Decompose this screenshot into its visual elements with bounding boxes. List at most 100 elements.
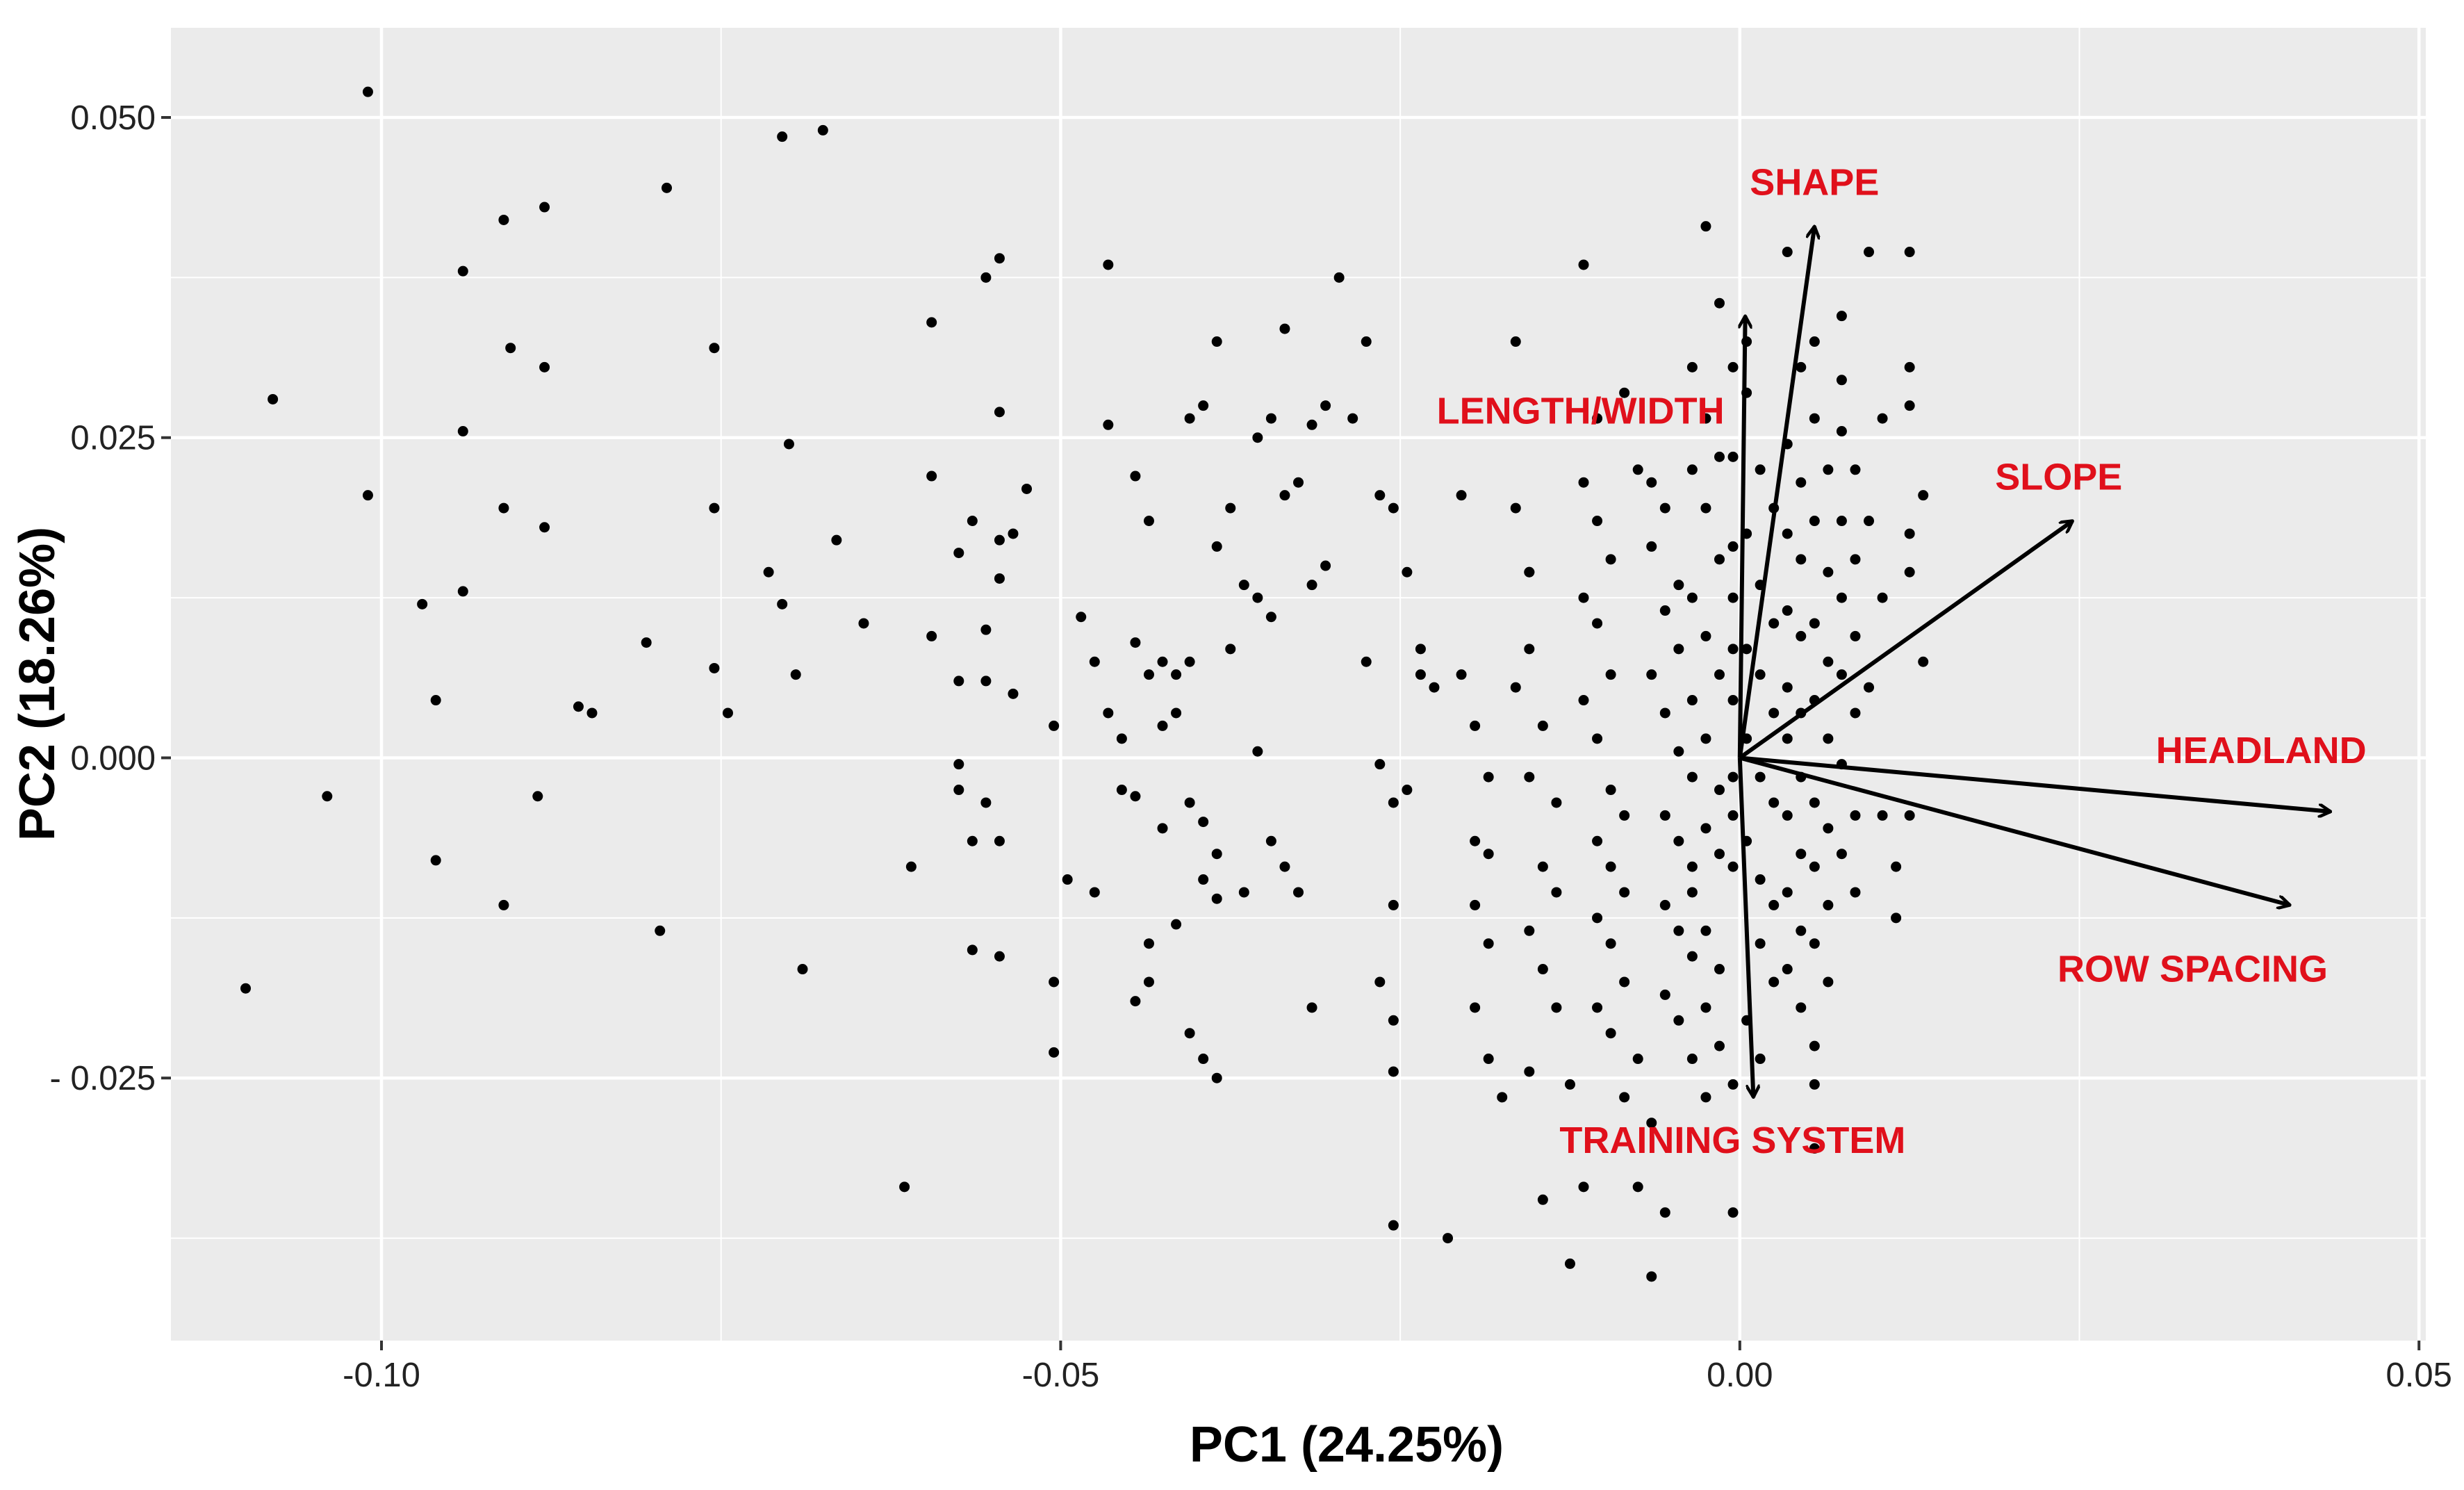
data-point <box>1116 785 1127 796</box>
data-point <box>1755 669 1766 680</box>
data-point <box>1130 470 1141 482</box>
data-point <box>1265 612 1276 623</box>
data-point <box>1252 432 1263 443</box>
data-point <box>1796 925 1807 936</box>
data-point <box>1700 925 1711 936</box>
vector-label: SHAPE <box>1750 162 1879 204</box>
data-point <box>1646 1271 1657 1282</box>
data-point <box>498 214 509 225</box>
data-point <box>1714 554 1725 565</box>
data-point <box>1673 580 1684 591</box>
axes: -0.10 -0.05 0.00 0.05 - 0.025 0.000 0.025 0.050 <box>49 99 2451 1394</box>
data-point <box>953 676 964 687</box>
vector-label: SLOPE <box>1995 457 2122 498</box>
data-point <box>1429 682 1440 693</box>
data-point <box>831 534 842 546</box>
data-point <box>1836 849 1847 860</box>
data-point <box>1809 413 1820 424</box>
data-point <box>1850 707 1861 719</box>
data-point <box>1103 259 1114 270</box>
data-point <box>709 343 720 354</box>
data-point <box>1388 899 1399 910</box>
data-point <box>1782 733 1793 744</box>
data-point <box>1470 720 1481 731</box>
data-point <box>1605 554 1616 565</box>
data-point <box>1632 1181 1643 1193</box>
data-point <box>1388 502 1399 514</box>
data-point <box>1714 451 1725 462</box>
data-point <box>1320 560 1331 571</box>
data-point <box>1755 1054 1766 1065</box>
data-point <box>1823 464 1834 475</box>
data-point <box>967 516 978 527</box>
data-point <box>967 944 978 956</box>
data-point <box>1632 464 1643 475</box>
data-point <box>1211 893 1222 904</box>
data-point <box>1823 733 1834 744</box>
data-point <box>783 439 794 450</box>
data-point <box>1076 612 1087 623</box>
data-point <box>1796 477 1807 488</box>
data-point <box>1700 733 1711 744</box>
data-point <box>1306 419 1317 430</box>
data-point <box>1809 938 1820 949</box>
data-point <box>994 951 1005 962</box>
data-point <box>1238 580 1249 591</box>
data-point <box>498 899 509 910</box>
data-point <box>1049 720 1060 731</box>
data-point <box>1646 541 1657 552</box>
data-point <box>1578 477 1589 488</box>
data-point <box>1714 1040 1725 1051</box>
data-point <box>1443 1233 1454 1244</box>
data-point <box>1659 810 1670 821</box>
data-point <box>1686 771 1698 783</box>
data-point <box>1592 618 1603 629</box>
data-point <box>1374 490 1386 501</box>
data-point <box>532 791 543 802</box>
data-point <box>1143 938 1154 949</box>
data-point <box>1524 1066 1535 1077</box>
data-point <box>1755 771 1766 783</box>
data-point <box>1402 785 1413 796</box>
data-point <box>1823 823 1834 834</box>
data-point <box>1564 1258 1575 1269</box>
data-point <box>1198 874 1209 885</box>
data-point <box>1293 477 1304 488</box>
data-point <box>1782 605 1793 616</box>
data-point <box>1768 618 1780 629</box>
data-point <box>1279 323 1290 334</box>
data-point <box>1864 516 1875 527</box>
data-point <box>1211 849 1222 860</box>
data-point <box>1130 637 1141 648</box>
data-point <box>240 983 252 994</box>
data-point <box>1578 592 1589 603</box>
data-point <box>430 695 441 706</box>
data-point <box>1673 1015 1684 1026</box>
data-point <box>1619 387 1630 398</box>
data-point <box>1904 566 1915 578</box>
data-point <box>1727 771 1739 783</box>
data-point <box>1727 361 1739 372</box>
data-point <box>1415 644 1426 655</box>
data-point <box>498 502 509 514</box>
data-point <box>1483 849 1494 860</box>
data-point <box>899 1181 910 1193</box>
data-point <box>662 182 673 193</box>
data-point <box>1646 1118 1657 1129</box>
data-point <box>1402 566 1413 578</box>
data-point <box>994 573 1005 584</box>
data-point <box>1686 592 1698 603</box>
data-point <box>1361 656 1372 667</box>
data-point <box>457 265 468 277</box>
data-point <box>953 759 964 770</box>
data-point <box>980 676 992 687</box>
data-point <box>1008 688 1019 699</box>
data-point <box>1605 861 1616 872</box>
data-point <box>1184 413 1195 424</box>
data-point <box>1796 630 1807 641</box>
data-point <box>1659 502 1670 514</box>
data-point <box>1727 861 1739 872</box>
data-point <box>457 426 468 437</box>
data-point <box>1171 707 1182 719</box>
data-point <box>763 566 774 578</box>
